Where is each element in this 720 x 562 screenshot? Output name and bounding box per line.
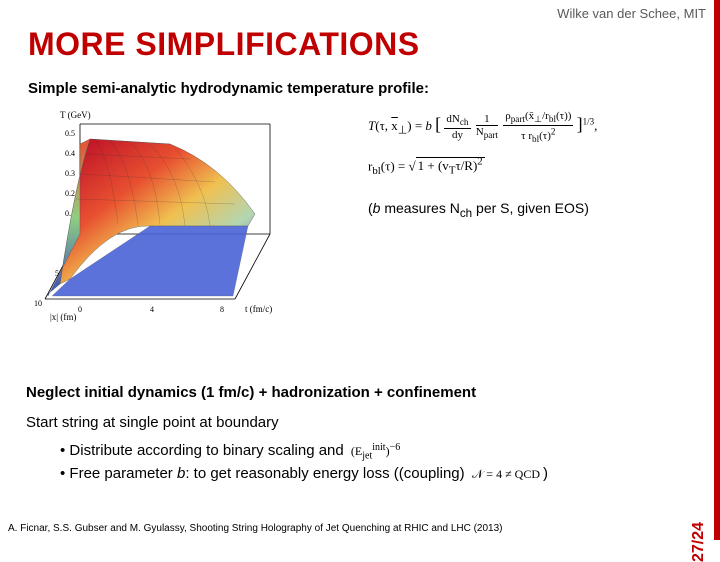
math-n4: 𝒩 = 4 ≠ QCD [469, 467, 543, 481]
body-neglect: Neglect initial dynamics (1 fm/c) + hadr… [26, 384, 476, 401]
math-ejet: (Ejetinit)−6 [348, 444, 403, 458]
equation-T: T(τ, x⊥) = b [ dNch dy 1 Npart ρpart(x̄⊥… [368, 110, 708, 144]
svg-text:0.5: 0.5 [65, 129, 75, 138]
svg-text:0: 0 [78, 305, 82, 314]
svg-text:t (fm/c): t (fm/c) [245, 304, 272, 314]
svg-text:0.2: 0.2 [65, 189, 75, 198]
svg-text:4: 4 [150, 305, 154, 314]
equations-block: T(τ, x⊥) = b [ dNch dy 1 Npart ρpart(x̄⊥… [368, 110, 708, 177]
svg-text:8: 8 [220, 305, 224, 314]
subtitle: Simple semi-analytic hydrodynamic temper… [28, 80, 429, 97]
equation-rbl: rbl(τ) = √1 + (vTτ/R)2 [368, 156, 708, 177]
page-number: 27/24 [690, 522, 708, 562]
accent-sidebar [714, 0, 720, 540]
bullet-2: Free parameter b: to get reasonably ener… [60, 463, 548, 484]
svg-text:|x| (fm): |x| (fm) [50, 312, 76, 322]
author-name: Wilke van der Schee, MIT [557, 6, 706, 21]
svg-text:0.4: 0.4 [65, 149, 75, 158]
body-start-string: Start string at single point at boundary [26, 414, 279, 431]
citation: A. Ficnar, S.S. Gubser and M. Gyulassy, … [8, 523, 503, 534]
bullet-list: Distribute according to binary scaling a… [60, 440, 548, 484]
equation-note: (b measures Nch per S, given EOS) [368, 200, 698, 220]
bullet-1: Distribute according to binary scaling a… [60, 440, 548, 463]
temperature-3d-plot: 0.5 0.4 0.3 0.2 0.1 T (GeV) 0 5 10 |x| (… [20, 104, 345, 324]
svg-text:0.3: 0.3 [65, 169, 75, 178]
page-title: MORE SIMPLIFICATIONS [28, 26, 420, 63]
svg-text:10: 10 [34, 299, 42, 308]
svg-text:T (GeV): T (GeV) [60, 110, 91, 120]
